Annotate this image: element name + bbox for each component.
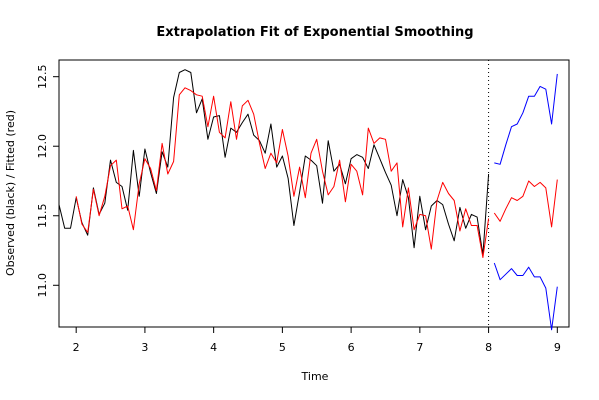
series-layer [58, 69, 558, 331]
series-line-2 [493, 179, 558, 228]
series-line-4 [493, 262, 558, 331]
x-tick-label: 3 [141, 341, 148, 354]
axes: 2 3 4 5 6 7 8 9 11.0 11.5 12.0 12.5 [36, 59, 570, 354]
chart-title: Extrapolation Fit of Exponential Smoothi… [156, 25, 473, 40]
x-tick-label: 2 [73, 341, 80, 354]
x-tick-label: 7 [416, 341, 423, 354]
series-line-1 [75, 87, 490, 258]
x-tick-label: 8 [485, 341, 492, 354]
y-tick-label: 11.5 [36, 204, 49, 229]
x-tick-label: 6 [348, 341, 355, 354]
y-tick-label: 12.5 [36, 64, 49, 89]
x-tick-label: 5 [279, 341, 286, 354]
series-line-0 [58, 69, 490, 256]
y-tick-label: 12.0 [36, 134, 49, 159]
x-axis-title: Time [301, 370, 329, 383]
x-tick-label: 4 [210, 341, 217, 354]
y-axis-title: Observed (black) / Fitted (red) [4, 110, 17, 276]
x-tick-label: 9 [554, 341, 561, 354]
y-tick-label: 11.0 [36, 273, 49, 298]
plot-frame [58, 59, 570, 328]
series-line-3 [494, 73, 558, 165]
